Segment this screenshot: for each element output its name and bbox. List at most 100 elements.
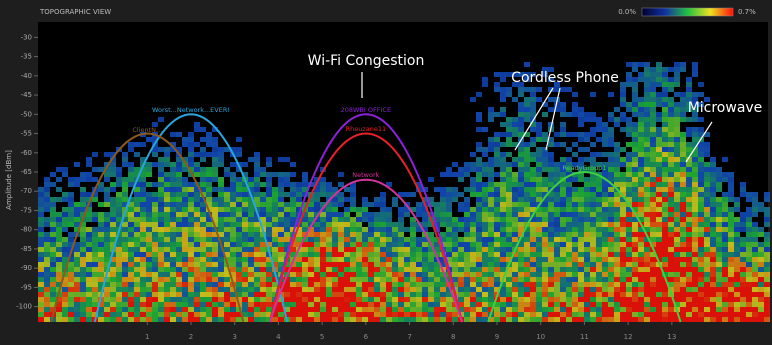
heatmap-cell — [518, 187, 524, 192]
heatmap-cell — [470, 182, 476, 187]
heatmap-cell — [122, 257, 128, 262]
heatmap-cell — [506, 252, 512, 257]
heatmap-cell — [722, 197, 728, 202]
heatmap-cell — [464, 202, 470, 207]
heatmap-cell — [746, 277, 752, 282]
heatmap-cell — [602, 227, 608, 232]
heatmap-cell — [560, 127, 566, 132]
heatmap-cell — [572, 307, 578, 312]
heatmap-cell — [698, 102, 704, 107]
heatmap-cell — [722, 217, 728, 222]
heatmap-cell — [152, 297, 158, 302]
heatmap-cell — [464, 292, 470, 297]
heatmap-cell — [350, 252, 356, 257]
heatmap-cell — [350, 282, 356, 287]
heatmap-cell — [674, 172, 680, 177]
heatmap-cell — [644, 242, 650, 247]
heatmap-cell — [230, 227, 236, 232]
heatmap-cell — [656, 152, 662, 157]
heatmap-cell — [752, 242, 758, 247]
heatmap-cell — [746, 262, 752, 267]
heatmap-cell — [80, 242, 86, 247]
heatmap-cell — [608, 227, 614, 232]
heatmap-cell — [368, 262, 374, 267]
heatmap-cell — [482, 297, 488, 302]
heatmap-cell — [392, 197, 398, 202]
heatmap-cell — [686, 152, 692, 157]
heatmap-cell — [470, 97, 476, 102]
heatmap-cell — [422, 267, 428, 272]
heatmap-cell — [686, 147, 692, 152]
heatmap-cell — [332, 217, 338, 222]
heatmap-cell — [62, 287, 68, 292]
heatmap-cell — [542, 152, 548, 157]
heatmap-cell — [488, 222, 494, 227]
heatmap-cell — [626, 282, 632, 287]
heatmap-cell — [50, 247, 56, 252]
heatmap-cell — [704, 242, 710, 247]
heatmap-cell — [428, 222, 434, 227]
heatmap-cell — [170, 192, 176, 197]
heatmap-cell — [272, 257, 278, 262]
heatmap-cell — [110, 227, 116, 232]
heatmap-cell — [680, 292, 686, 297]
heatmap-cell — [68, 297, 74, 302]
heatmap-cell — [224, 257, 230, 262]
heatmap-cell — [662, 227, 668, 232]
heatmap-cell — [506, 282, 512, 287]
heatmap-cell — [752, 212, 758, 217]
annotation: Microwave — [688, 100, 763, 116]
heatmap-cell — [584, 227, 590, 232]
heatmap-cell — [302, 247, 308, 252]
heatmap-cell — [428, 272, 434, 277]
heatmap-cell — [224, 247, 230, 252]
heatmap-cell — [242, 262, 248, 267]
heatmap-cell — [470, 187, 476, 192]
heatmap-cell — [734, 197, 740, 202]
heatmap-cell — [314, 257, 320, 262]
heatmap-cell — [164, 242, 170, 247]
heatmap-cell — [614, 202, 620, 207]
heatmap-cell — [494, 212, 500, 217]
heatmap-cell — [128, 237, 134, 242]
heatmap-cell — [626, 277, 632, 282]
heatmap-cell — [596, 117, 602, 122]
heatmap-cell — [254, 197, 260, 202]
heatmap-cell — [128, 232, 134, 237]
heatmap-cell — [638, 62, 644, 67]
heatmap-cell — [362, 237, 368, 242]
heatmap-cell — [626, 182, 632, 187]
heatmap-cell — [548, 312, 554, 317]
heatmap-cell — [356, 297, 362, 302]
heatmap-cell — [356, 287, 362, 292]
heatmap-cell — [638, 202, 644, 207]
heatmap-cell — [452, 267, 458, 272]
heatmap-cell — [422, 272, 428, 277]
heatmap-cell — [302, 277, 308, 282]
heatmap-cell — [164, 302, 170, 307]
heatmap-cell — [470, 162, 476, 167]
heatmap-cell — [524, 312, 530, 317]
heatmap-cell — [548, 197, 554, 202]
heatmap-cell — [128, 297, 134, 302]
y-tick-label: -45 — [21, 91, 32, 99]
heatmap-cell — [662, 137, 668, 142]
heatmap-cell — [134, 197, 140, 202]
heatmap-cell — [302, 297, 308, 302]
heatmap-cell — [140, 242, 146, 247]
heatmap-cell — [686, 302, 692, 307]
heatmap-cell — [536, 227, 542, 232]
heatmap-cell — [386, 277, 392, 282]
heatmap-cell — [506, 142, 512, 147]
heatmap-cell — [110, 272, 116, 277]
heatmap-cell — [200, 292, 206, 297]
heatmap-cell — [494, 267, 500, 272]
heatmap-cell — [662, 132, 668, 137]
heatmap-cell — [410, 192, 416, 197]
heatmap-cell — [554, 227, 560, 232]
heatmap-cell — [536, 187, 542, 192]
heatmap-cell — [368, 217, 374, 222]
heatmap-cell — [476, 112, 482, 117]
heatmap-cell — [254, 182, 260, 187]
heatmap-cell — [638, 257, 644, 262]
